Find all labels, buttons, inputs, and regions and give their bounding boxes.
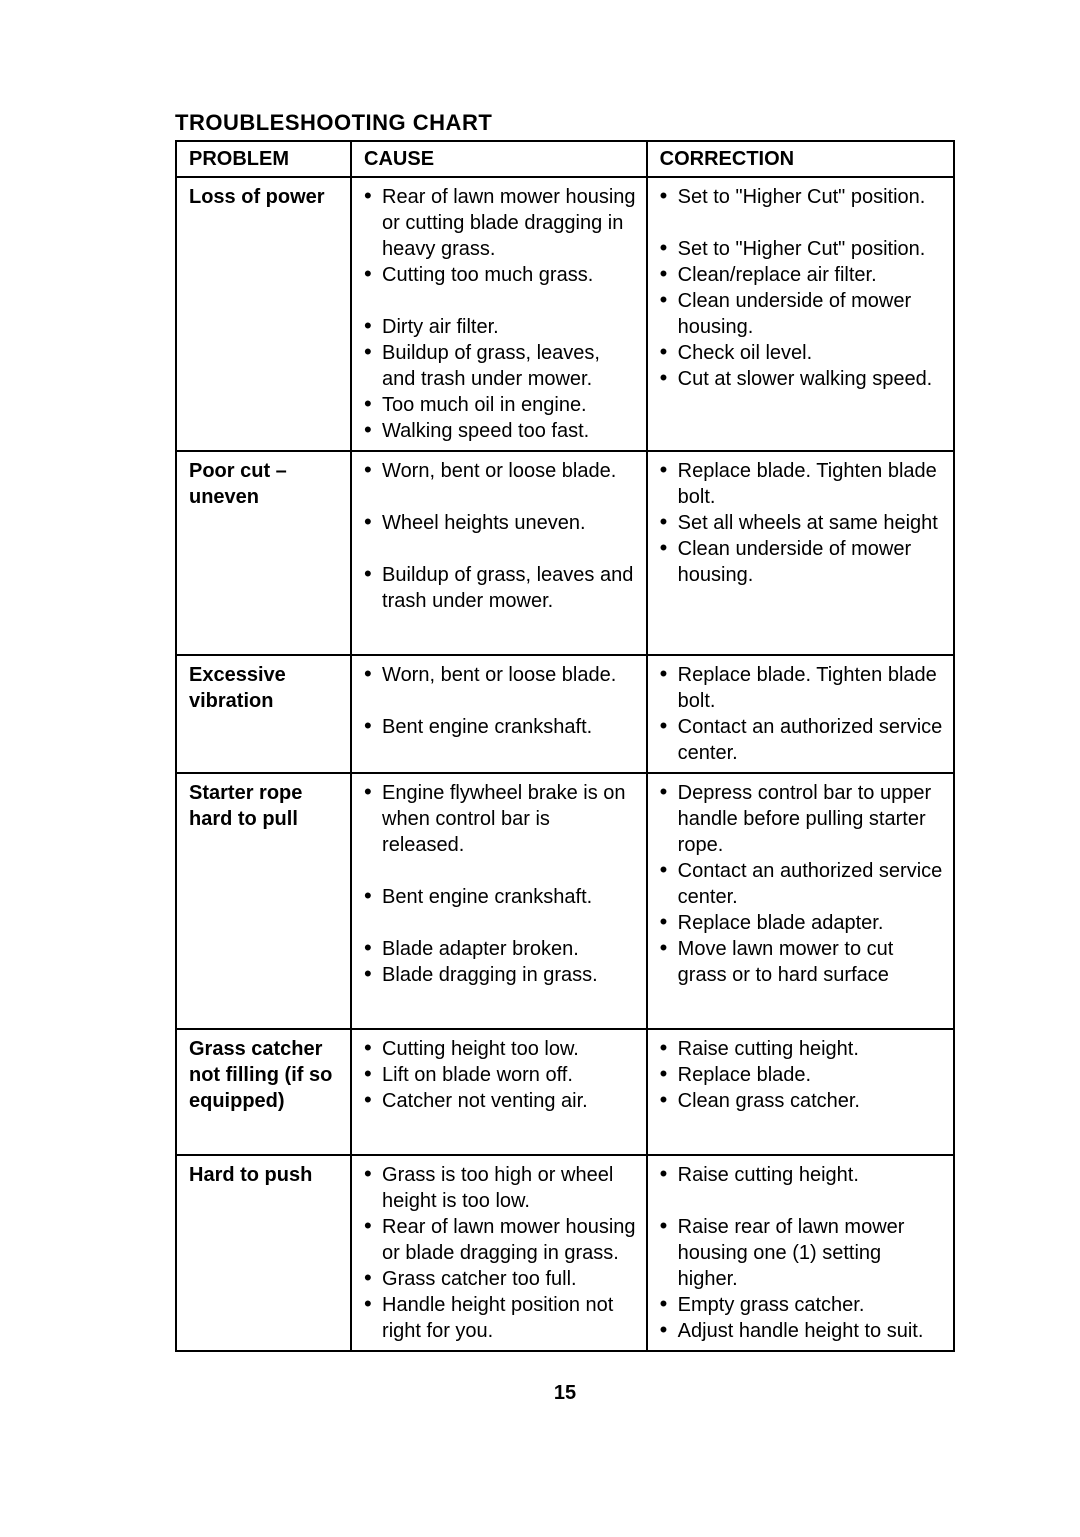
problem-cell: Poor cut – uneven bbox=[176, 451, 351, 655]
list-item: Rear of lawn mower housing or cutting bl… bbox=[364, 184, 636, 262]
list-item: Clean grass catcher. bbox=[660, 1088, 943, 1114]
list-item bbox=[364, 910, 636, 936]
list-item: Buildup of grass, leaves and trash under… bbox=[364, 562, 636, 614]
list-item: Empty grass catcher. bbox=[660, 1292, 943, 1318]
correction-cell: Replace blade. Tighten blade bolt. Set a… bbox=[647, 451, 954, 655]
list-item bbox=[364, 858, 636, 884]
list-item: Raise rear of lawn mower housing one (1)… bbox=[660, 1214, 943, 1292]
list-item: Clean underside of mower housing. bbox=[660, 536, 943, 588]
troubleshooting-table: PROBLEM CAUSE CORRECTION Loss of power R… bbox=[175, 140, 955, 1352]
header-cause: CAUSE bbox=[351, 141, 647, 177]
list-item: Check oil level. bbox=[660, 340, 943, 366]
table-row: Grass catcher not filling (if so equippe… bbox=[176, 1029, 954, 1155]
correction-cell: Set to "Higher Cut" position. Set to "Hi… bbox=[647, 177, 954, 451]
correction-cell: Replace blade. Tighten blade bolt. Conta… bbox=[647, 655, 954, 773]
list-item: Handle height position not right for you… bbox=[364, 1292, 636, 1344]
list-item: Set to "Higher Cut" position. bbox=[660, 236, 943, 262]
list-item: Blade dragging in grass. bbox=[364, 962, 636, 988]
list-item bbox=[364, 288, 636, 314]
list-item: Contact an authorized service center. bbox=[660, 714, 943, 766]
list-item: Replace blade adapter. bbox=[660, 910, 943, 936]
cause-cell: Rear of lawn mower housing or cutting bl… bbox=[351, 177, 647, 451]
list-item: Engine flywheel brake is on when control… bbox=[364, 780, 636, 858]
list-item: Replace blade. Tighten blade bolt. bbox=[660, 458, 943, 510]
table-row: Loss of power Rear of lawn mower housing… bbox=[176, 177, 954, 451]
list-item bbox=[660, 210, 943, 236]
table-row: Excessive vibration Worn, bent or loose … bbox=[176, 655, 954, 773]
list-item: Lift on blade worn off. bbox=[364, 1062, 636, 1088]
list-item: Cutting too much grass. bbox=[364, 262, 636, 288]
list-item bbox=[364, 688, 636, 714]
list-item: Bent engine crankshaft. bbox=[364, 884, 636, 910]
list-item: Raise cutting height. bbox=[660, 1036, 943, 1062]
list-item: Cutting height too low. bbox=[364, 1036, 636, 1062]
list-item: Replace blade. bbox=[660, 1062, 943, 1088]
list-item: Grass is too high or wheel height is too… bbox=[364, 1162, 636, 1214]
list-item: Wheel heights uneven. bbox=[364, 510, 636, 536]
list-item: Raise cutting height. bbox=[660, 1162, 943, 1188]
cause-cell: Engine flywheel brake is on when control… bbox=[351, 773, 647, 1029]
cause-cell: Worn, bent or loose blade. Wheel heights… bbox=[351, 451, 647, 655]
cause-cell: Cutting height too low. Lift on blade wo… bbox=[351, 1029, 647, 1155]
list-item: Contact an authorized service center. bbox=[660, 858, 943, 910]
list-item: Clean underside of mower housing. bbox=[660, 288, 943, 340]
list-item: Worn, bent or loose blade. bbox=[364, 458, 636, 484]
list-item: Grass catcher too full. bbox=[364, 1266, 636, 1292]
list-item: Too much oil in engine. bbox=[364, 392, 636, 418]
problem-cell: Excessive vibration bbox=[176, 655, 351, 773]
correction-cell: Depress control bar to upper handle befo… bbox=[647, 773, 954, 1029]
list-item: Walking speed too fast. bbox=[364, 418, 636, 444]
list-item bbox=[364, 536, 636, 562]
problem-cell: Hard to push bbox=[176, 1155, 351, 1351]
list-item: Rear of lawn mower housing or blade drag… bbox=[364, 1214, 636, 1266]
header-correction: CORRECTION bbox=[647, 141, 954, 177]
table-row: Starter rope hard to pull Engine flywhee… bbox=[176, 773, 954, 1029]
list-item: Set to "Higher Cut" position. bbox=[660, 184, 943, 210]
cause-cell: Grass is too high or wheel height is too… bbox=[351, 1155, 647, 1351]
cause-cell: Worn, bent or loose blade. Bent engine c… bbox=[351, 655, 647, 773]
list-item bbox=[364, 484, 636, 510]
problem-cell: Grass catcher not filling (if so equippe… bbox=[176, 1029, 351, 1155]
list-item: Dirty air filter. bbox=[364, 314, 636, 340]
correction-cell: Raise cutting height. Replace blade. Cle… bbox=[647, 1029, 954, 1155]
list-item: Replace blade. Tighten blade bolt. bbox=[660, 662, 943, 714]
list-item: Depress control bar to upper handle befo… bbox=[660, 780, 943, 858]
problem-cell: Starter rope hard to pull bbox=[176, 773, 351, 1029]
header-problem: PROBLEM bbox=[176, 141, 351, 177]
page-number: 15 bbox=[175, 1382, 955, 1405]
list-item: Set all wheels at same height bbox=[660, 510, 943, 536]
problem-cell: Loss of power bbox=[176, 177, 351, 451]
list-item: Buildup of grass, leaves, and trash unde… bbox=[364, 340, 636, 392]
list-item: Worn, bent or loose blade. bbox=[364, 662, 636, 688]
list-item: Adjust handle height to suit. bbox=[660, 1318, 943, 1344]
list-item: Bent engine crankshaft. bbox=[364, 714, 636, 740]
correction-cell: Raise cutting height. Raise rear of lawn… bbox=[647, 1155, 954, 1351]
list-item: Blade adapter broken. bbox=[364, 936, 636, 962]
table-body: Loss of power Rear of lawn mower housing… bbox=[176, 177, 954, 1351]
list-item: Clean/replace air filter. bbox=[660, 262, 943, 288]
table-row: Hard to push Grass is too high or wheel … bbox=[176, 1155, 954, 1351]
list-item: Cut at slower walking speed. bbox=[660, 366, 943, 392]
table-row: Poor cut – uneven Worn, bent or loose bl… bbox=[176, 451, 954, 655]
list-item: Move lawn mower to cut grass or to hard … bbox=[660, 936, 943, 988]
chart-title: TROUBLESHOOTING CHART bbox=[175, 110, 955, 136]
list-item: Catcher not venting air. bbox=[364, 1088, 636, 1114]
list-item bbox=[660, 1188, 943, 1214]
